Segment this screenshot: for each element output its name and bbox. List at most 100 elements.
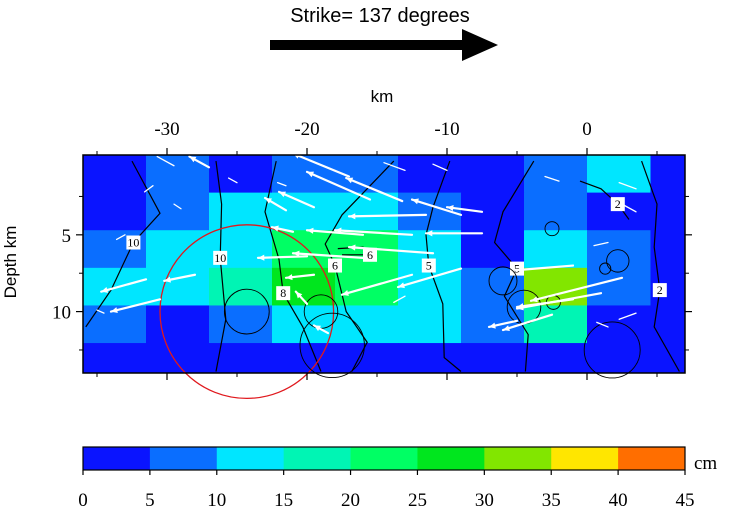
slip-grid <box>83 155 685 374</box>
colorbar-tick-label: 5 <box>145 490 155 511</box>
y-tick-label: 10 <box>52 303 71 324</box>
contour-line <box>579 180 630 220</box>
slip-vector-head <box>349 213 356 220</box>
plot-frame <box>82 154 686 374</box>
grid-cell <box>146 305 210 344</box>
slip-vector-head <box>189 156 197 163</box>
grid-cell <box>587 155 651 194</box>
slip-vector <box>291 252 365 259</box>
colorbar-tick-label: 40 <box>609 490 628 511</box>
colorbar-segment <box>618 447 686 470</box>
colorbar-tick-label: 25 <box>408 490 427 511</box>
grid-cell <box>398 305 462 344</box>
slip-vector <box>340 273 414 296</box>
aftershock-circle <box>159 224 335 400</box>
aftershock-circles <box>159 221 641 400</box>
grid-cell <box>524 230 588 269</box>
slip-vector-head <box>295 291 303 299</box>
slip-vector-head <box>346 177 354 184</box>
slip-vector-head <box>314 325 321 332</box>
y-axis-ticks: 5 10 <box>52 195 692 351</box>
slip-vector <box>529 276 624 302</box>
slip-vector <box>256 255 309 259</box>
contour-label: 8 <box>280 286 286 300</box>
slip-vector-head <box>412 198 419 205</box>
colorbar-tick-label: 0 <box>78 490 88 511</box>
grid-cell <box>209 155 273 194</box>
grid-cell <box>524 192 588 231</box>
aftershock-circle <box>583 321 641 379</box>
slip-vector <box>173 203 182 210</box>
grid-cell <box>272 305 336 344</box>
contour-label: 5 <box>426 259 432 273</box>
slip-vector <box>501 313 554 332</box>
contour-label-box <box>213 250 228 265</box>
slip-vector-head <box>349 244 356 251</box>
grid-cell <box>398 343 462 374</box>
y-tick-label: 5 <box>62 226 72 247</box>
colorbar-tick-label: 15 <box>274 490 293 511</box>
grid-cell <box>209 267 273 306</box>
contour-line <box>641 160 680 372</box>
slip-vector <box>277 190 316 209</box>
grid-cell <box>398 267 462 306</box>
grid-cell <box>146 343 210 374</box>
colorbar-tick-label: 45 <box>676 490 695 511</box>
contour-label-box <box>610 197 625 212</box>
contour-label: 10 <box>127 236 139 250</box>
contour-label: 6 <box>332 259 338 273</box>
slip-vector <box>305 229 365 236</box>
slip-vector <box>276 181 287 187</box>
slip-vector-head <box>272 225 279 232</box>
slip-vector <box>96 309 105 314</box>
grid-cell <box>146 192 210 231</box>
slip-vector <box>515 298 575 309</box>
grid-cell <box>272 155 336 194</box>
slip-vector <box>347 213 428 218</box>
slip-vector-head <box>398 282 405 289</box>
grid-cell <box>209 305 273 344</box>
contour-label-box <box>328 258 342 273</box>
slip-vector-head <box>111 307 118 314</box>
grid-cell <box>587 305 651 344</box>
slip-contours: 10 10 8 6 6 5 5 2 2 <box>85 160 680 372</box>
slip-vector-head <box>279 191 286 198</box>
grid-cell <box>461 155 525 194</box>
slip-vector-head <box>307 227 314 234</box>
slip-vector <box>432 163 448 172</box>
colorbar-segment <box>283 447 352 470</box>
grid-cell <box>524 305 588 344</box>
colorbar-frame <box>82 446 686 471</box>
aftershock-circle <box>606 249 630 273</box>
contour-label-box <box>363 247 377 262</box>
slip-vector <box>291 152 351 178</box>
grid-cell <box>587 267 651 306</box>
slip-vector-head <box>517 266 524 273</box>
aftershock-circle <box>299 312 365 379</box>
slip-vector <box>347 246 435 255</box>
colorbar-segment <box>350 447 418 470</box>
colorbar-tick-label: 30 <box>475 490 494 511</box>
contour-line <box>264 160 322 372</box>
contour-label: 2 <box>657 283 663 297</box>
x-axis-label: km <box>371 87 394 106</box>
y-axis-label: Depth km <box>1 226 20 299</box>
contour-label-box <box>126 235 141 250</box>
x-tick-label: -30 <box>154 119 179 140</box>
slip-vector <box>109 298 162 313</box>
colorbar-tick-label: 35 <box>542 490 561 511</box>
slip-vector-head <box>447 205 454 212</box>
aftershock-circle <box>599 262 612 275</box>
grid-cell <box>83 343 147 374</box>
slip-vector-head <box>489 322 496 329</box>
colorbar-segment <box>83 447 151 470</box>
colorbar-tick-label: 20 <box>341 490 360 511</box>
slip-vector <box>100 278 148 293</box>
slip-vector <box>383 162 406 172</box>
colorbar <box>83 447 686 470</box>
colorbar-segment <box>551 447 619 470</box>
slip-vector <box>227 177 238 184</box>
colorbar-unit: cm <box>694 453 717 474</box>
grid-cell <box>335 343 399 374</box>
